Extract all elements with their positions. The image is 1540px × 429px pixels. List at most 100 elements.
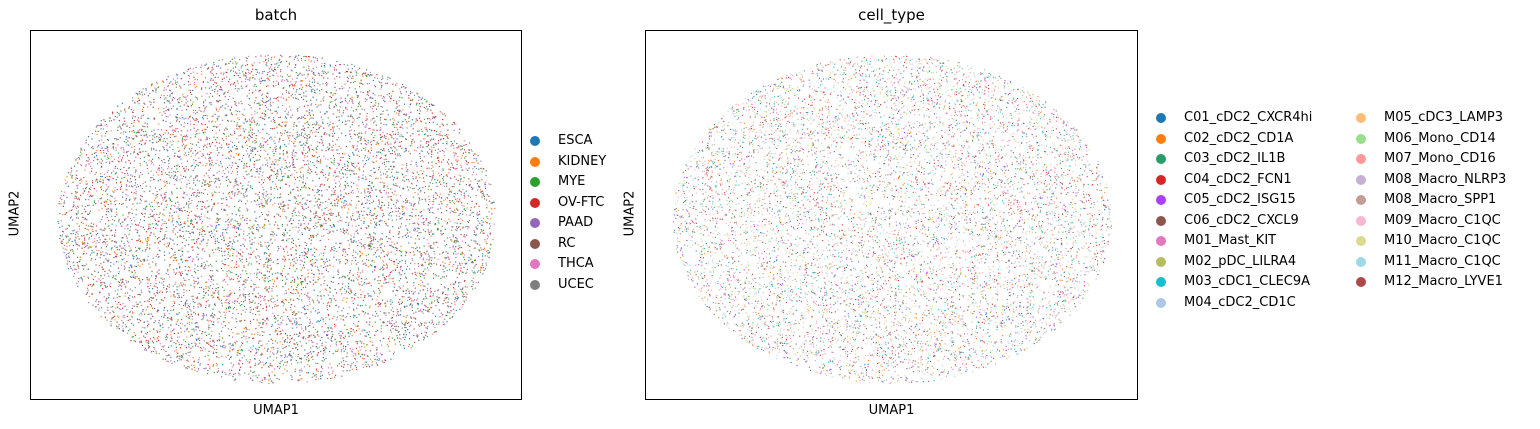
scatter-point xyxy=(289,264,292,266)
scatter-point xyxy=(388,237,390,240)
scatter-point xyxy=(375,312,378,315)
scatter-point xyxy=(90,222,93,224)
scatter-point xyxy=(320,350,322,353)
scatter-point xyxy=(338,128,340,130)
scatter-point xyxy=(258,104,260,106)
scatter-point xyxy=(320,139,322,141)
scatter-point xyxy=(368,245,370,248)
scatter-point xyxy=(215,186,217,188)
scatter-point xyxy=(324,71,326,73)
scatter-point xyxy=(454,242,457,244)
scatter-point xyxy=(208,87,211,89)
scatter-point xyxy=(112,310,114,312)
scatter-point xyxy=(160,316,163,318)
scatter-point xyxy=(127,319,129,322)
scatter-point xyxy=(112,177,114,180)
scatter-point xyxy=(274,63,276,65)
scatter-point xyxy=(276,213,278,215)
scatter-point xyxy=(421,222,423,224)
scatter-point xyxy=(75,231,77,233)
scatter-point xyxy=(308,83,311,85)
scatter-point xyxy=(318,216,320,219)
scatter-point xyxy=(325,266,327,268)
scatter-point xyxy=(442,169,444,171)
scatter-point xyxy=(291,241,293,243)
scatter-point xyxy=(100,139,103,141)
scatter-point xyxy=(364,329,366,331)
scatter-point xyxy=(98,265,100,267)
scatter-point xyxy=(265,106,268,108)
scatter-point xyxy=(229,196,231,198)
scatter-point xyxy=(256,168,258,170)
scatter-point xyxy=(394,328,397,330)
scatter-point xyxy=(115,211,118,213)
scatter-point xyxy=(264,224,266,226)
scatter-point xyxy=(258,374,260,376)
scatter-point xyxy=(381,344,383,346)
scatter-point xyxy=(372,97,374,99)
scatter-point xyxy=(323,64,326,67)
scatter-point xyxy=(227,253,229,256)
scatter-point xyxy=(450,284,452,286)
scatter-point xyxy=(337,270,339,272)
scatter-point xyxy=(273,353,275,355)
scatter-point xyxy=(154,154,157,156)
scatter-point xyxy=(385,314,387,317)
scatter-point xyxy=(130,185,133,187)
scatter-point xyxy=(219,146,221,148)
scatter-point xyxy=(238,69,240,71)
scatter-point xyxy=(389,271,391,274)
scatter-point xyxy=(438,172,440,174)
scatter-point xyxy=(405,167,407,169)
scatter-point xyxy=(120,251,122,253)
scatter-point xyxy=(228,302,231,305)
scatter-point xyxy=(455,253,457,255)
scatter-point xyxy=(106,216,108,219)
scatter-point xyxy=(452,144,454,147)
scatter-point xyxy=(264,110,267,112)
scatter-point xyxy=(274,202,276,204)
scatter-point xyxy=(298,133,301,136)
scatter-point xyxy=(315,211,317,213)
scatter-point xyxy=(156,271,158,273)
scatter-point xyxy=(375,102,377,104)
scatter-point xyxy=(419,211,421,214)
scatter-point xyxy=(443,200,445,202)
scatter-point xyxy=(409,219,411,221)
scatter-point xyxy=(180,300,182,303)
scatter-point xyxy=(465,190,467,192)
scatter-point xyxy=(197,327,200,329)
scatter-point xyxy=(206,245,208,247)
scatter-point xyxy=(175,117,177,119)
scatter-point xyxy=(423,324,426,327)
scatter-point xyxy=(175,115,177,118)
scatter-point xyxy=(330,339,332,341)
scatter-point xyxy=(302,143,305,145)
scatter-point xyxy=(85,142,87,144)
scatter-point xyxy=(206,93,208,95)
scatter-point xyxy=(392,269,394,272)
scatter-point xyxy=(353,182,355,184)
scatter-point xyxy=(166,355,168,357)
scatter-point xyxy=(395,289,398,291)
scatter-point xyxy=(201,64,203,66)
scatter-point xyxy=(263,113,265,115)
scatter-point xyxy=(201,155,203,158)
scatter-point xyxy=(218,129,221,131)
scatter-point xyxy=(125,185,128,187)
scatter-point xyxy=(265,305,268,307)
scatter-point xyxy=(436,229,439,231)
scatter-point xyxy=(403,315,405,317)
scatter-point xyxy=(314,74,316,77)
scatter-point xyxy=(292,97,295,99)
scatter-point xyxy=(346,164,349,167)
scatter-point xyxy=(309,322,311,324)
scatter-point xyxy=(255,89,257,91)
scatter-point xyxy=(302,55,305,58)
scatter-point xyxy=(399,334,401,336)
scatter-point xyxy=(456,161,458,163)
scatter-point xyxy=(156,213,158,216)
scatter-point xyxy=(143,160,145,163)
scatter-point xyxy=(173,305,175,307)
scatter-point xyxy=(277,66,279,68)
